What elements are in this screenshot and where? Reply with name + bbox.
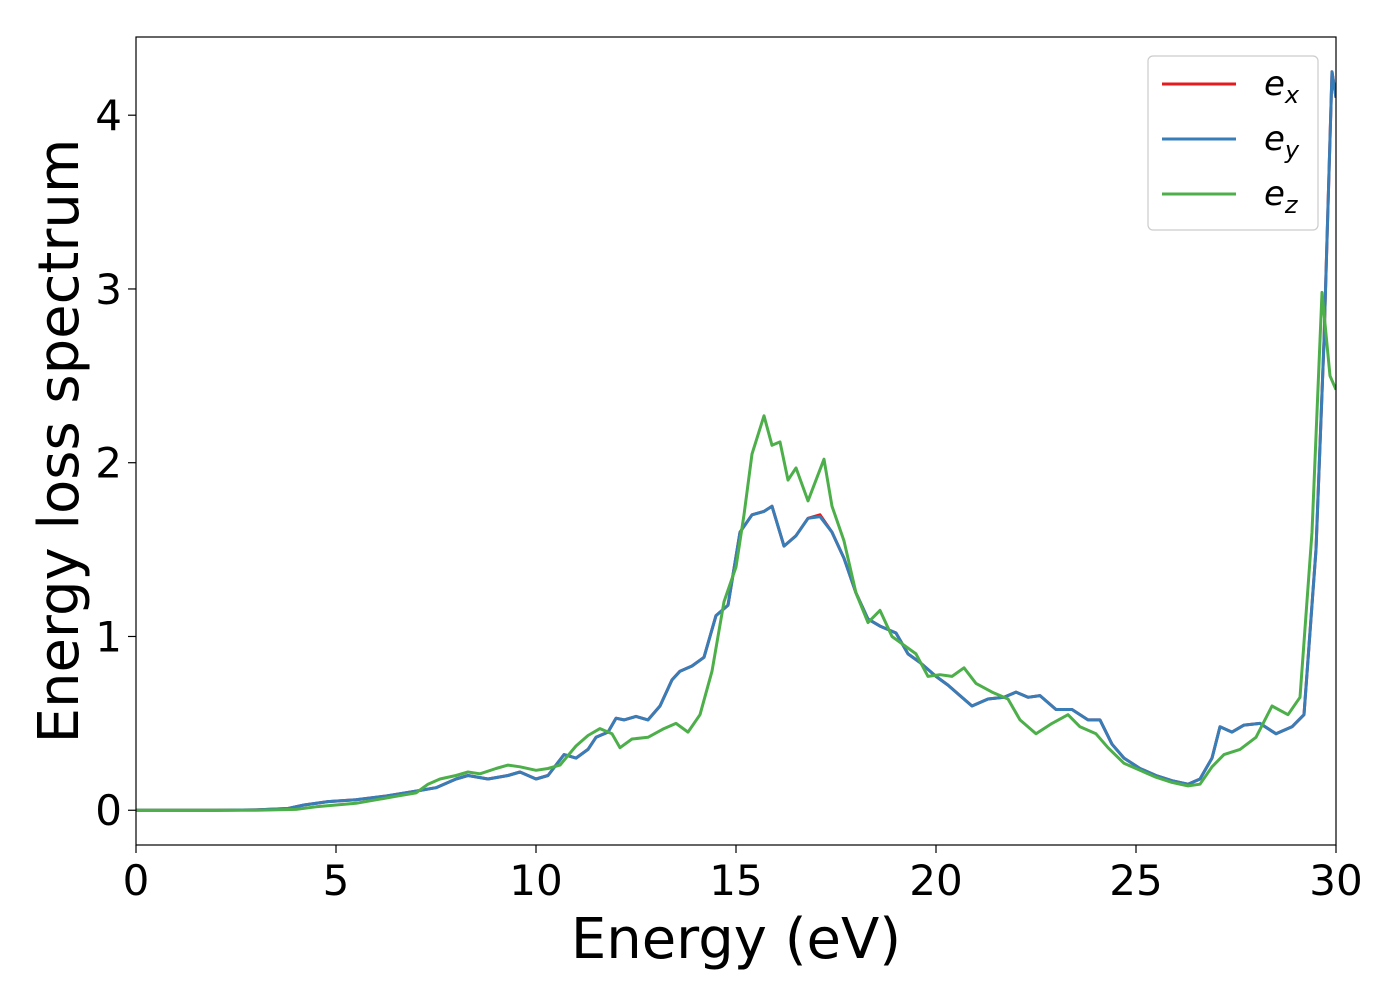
legend-label-base: e <box>1264 64 1285 104</box>
y-axis-label: Energy loss spectrum <box>27 139 92 744</box>
y-tick-label: 3 <box>95 265 122 314</box>
x-tick-label: 15 <box>709 856 762 905</box>
legend-label-subscript: y <box>1284 136 1300 164</box>
legend-label-base: e <box>1264 119 1285 159</box>
x-tick-label: 10 <box>509 856 562 905</box>
axis-ticks: 0 5 10 15 20 25 30 0 1 2 3 4 <box>95 91 1362 905</box>
x-axis-label: Energy (eV) <box>571 907 901 972</box>
legend-box <box>1147 55 1319 231</box>
series-line-e_z <box>136 290 1336 812</box>
x-tick-label: 20 <box>909 856 962 905</box>
y-tick-label: 0 <box>95 786 122 835</box>
legend-label-e_y: ey <box>1264 119 1300 164</box>
y-tick-label: 1 <box>95 612 122 661</box>
legend-label-e_z: ez <box>1264 174 1299 219</box>
x-tick-label: 5 <box>323 856 350 905</box>
legend-label-subscript: z <box>1284 191 1299 219</box>
x-tick-label: 25 <box>1109 856 1162 905</box>
series-line-e_y <box>136 70 1336 812</box>
legend-label-e_x: ex <box>1264 64 1300 109</box>
x-tick-label: 30 <box>1309 856 1362 905</box>
legend-label-base: e <box>1264 174 1285 214</box>
legend-label-subscript: x <box>1284 81 1300 109</box>
x-tick-label: 0 <box>123 856 150 905</box>
y-tick-label: 2 <box>95 439 122 488</box>
y-tick-label: 4 <box>95 91 122 140</box>
series-lines <box>136 70 1336 812</box>
